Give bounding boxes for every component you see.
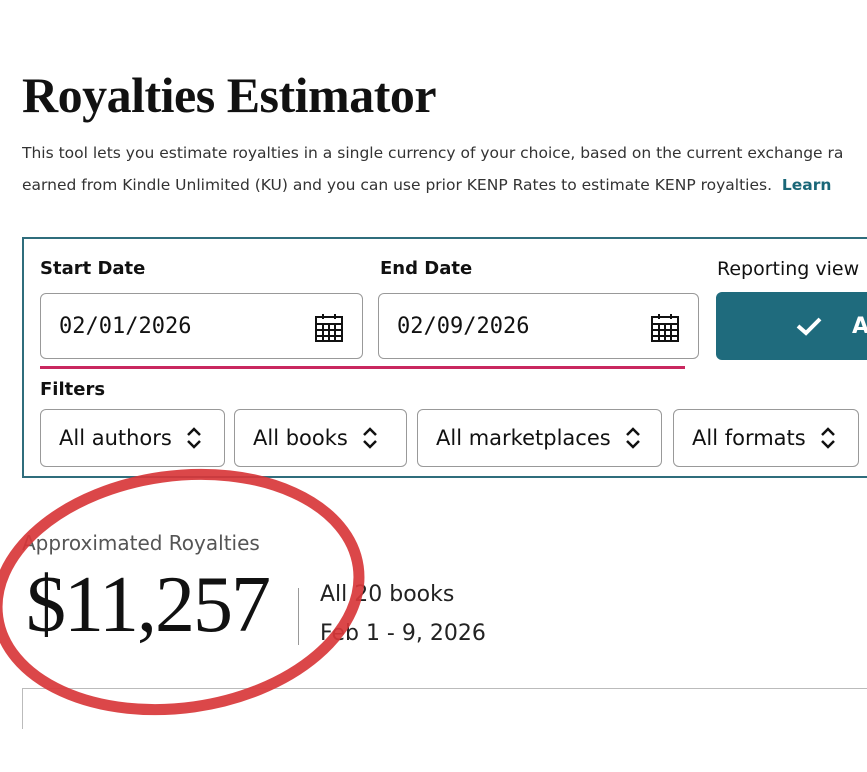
start-date-value: 02/01/2026: [59, 313, 192, 339]
filters-label: Filters: [40, 379, 106, 400]
apply-button[interactable]: A: [716, 292, 867, 360]
reporting-view-label: Reporting view: [717, 258, 860, 280]
filter-select-label: All marketplaces: [436, 426, 611, 450]
chevron-icon: [186, 427, 201, 449]
results-panel: [22, 688, 867, 729]
page-title: Royalties Estimator: [22, 67, 437, 123]
start-date-label: Start Date: [40, 258, 146, 279]
filter-select[interactable]: All formats: [673, 409, 859, 467]
filter-select-label: All books: [253, 426, 348, 450]
learn-link[interactable]: Learn: [781, 176, 832, 194]
end-date-label: End Date: [380, 258, 473, 279]
summary-label: Approximated Royalties: [22, 531, 260, 555]
filter-select[interactable]: All marketplaces: [417, 409, 662, 467]
end-date-input[interactable]: 02/09/2026: [378, 293, 699, 359]
divider: [298, 588, 299, 645]
apply-button-label: A: [852, 313, 867, 339]
filter-select-label: All formats: [692, 426, 806, 450]
calendar-icon[interactable]: [650, 313, 680, 343]
description: earned from Kindle Unlimited (KU) and yo…: [22, 176, 867, 194]
date-range: Feb 1 - 9, 2026: [320, 621, 486, 646]
filter-panel: [22, 237, 867, 478]
calendar-icon[interactable]: [314, 313, 344, 343]
check-icon: [796, 317, 822, 336]
chevron-icon: [625, 427, 640, 449]
filter-select[interactable]: All authors: [40, 409, 225, 467]
chevron-icon: [362, 427, 377, 449]
royalties-amount: $11,257: [26, 561, 271, 649]
start-date-input[interactable]: 02/01/2026: [40, 293, 363, 359]
filter-select[interactable]: All books: [234, 409, 407, 467]
description: earned from Kindle Unlimited (KU) and yo…: [22, 176, 773, 194]
books-count: All 20 books: [320, 582, 455, 607]
filter-select-label: All authors: [59, 426, 172, 450]
chevron-icon: [820, 427, 835, 449]
date-underline: [40, 366, 685, 369]
end-date-value: 02/09/2026: [397, 313, 530, 339]
description: This tool lets you estimate royalties in…: [22, 144, 844, 162]
